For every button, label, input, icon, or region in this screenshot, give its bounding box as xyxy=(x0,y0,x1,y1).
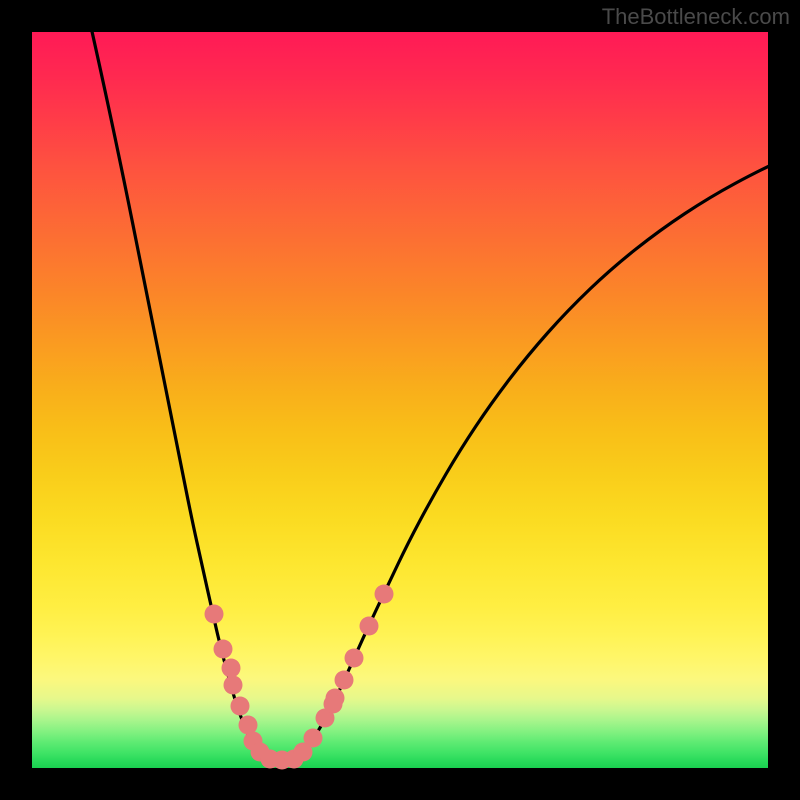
data-marker xyxy=(304,729,323,748)
data-marker xyxy=(335,671,354,690)
data-marker xyxy=(360,617,379,636)
data-marker xyxy=(222,659,241,678)
chart-gradient-background xyxy=(32,32,768,768)
watermark-text: TheBottleneck.com xyxy=(602,4,790,30)
bottleneck-chart xyxy=(0,0,800,800)
chart-container: { "watermark": { "text": "TheBottleneck.… xyxy=(0,0,800,800)
data-marker xyxy=(345,649,364,668)
data-marker xyxy=(224,676,243,695)
data-marker xyxy=(205,605,224,624)
data-marker xyxy=(214,640,233,659)
data-marker xyxy=(324,695,343,714)
data-marker xyxy=(375,585,394,604)
data-marker xyxy=(231,697,250,716)
